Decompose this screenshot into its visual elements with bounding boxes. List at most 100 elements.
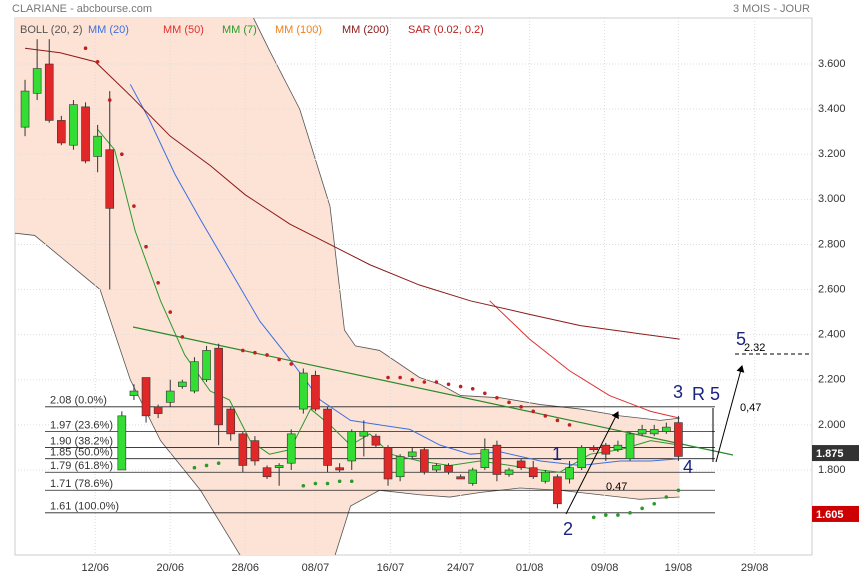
sar-dot [313,481,318,486]
candle-body [456,476,465,480]
legend-entry: MM (50) [163,24,204,36]
candle-body [553,476,562,505]
candle-body [226,408,236,435]
candle-body [407,451,417,457]
candle-body [613,444,623,450]
x-tick-label: 01/08 [516,562,544,574]
grid-layer: 1.800 2.000 2.200 2.400 2.600 2.800 3.000 3.200… [15,18,846,574]
sar-dot [495,396,499,400]
candle-body [262,467,272,478]
x-tick-label: 09/08 [591,562,619,574]
sar-dot [676,488,681,493]
candle-body [57,120,66,144]
candle-body [674,422,683,457]
fib-label: 1.61 (100.0%) [50,501,119,513]
fib-label: 1.71 (78.6%) [50,478,113,490]
candle-body [504,469,514,475]
sar-dot [410,377,415,382]
chart-title: CLARIANE - abcbourse.com [12,3,152,15]
candle-body [153,406,163,414]
legend-entry: MM (200) [342,24,389,36]
sar-dot [277,357,281,362]
sar-dot [507,400,511,405]
sar-dot [386,375,390,380]
candle-body [528,467,538,478]
fib-label: 1.90 (38.2%) [50,435,113,447]
candle-body [516,460,526,469]
y-tick-label: 3.200 [818,148,846,160]
sar-dot [265,353,269,357]
candle-body [541,471,550,482]
candle-body [480,449,490,469]
price-badge [812,505,859,522]
y-tick-label: 2.800 [818,238,846,250]
sar-dot [204,463,209,468]
sar-dot [446,382,451,387]
sar-dot [168,310,173,314]
sar-dot [555,418,560,423]
candle-body [649,429,659,435]
annotation: 2 [563,519,573,539]
candle-body [165,390,175,403]
y-tick-label: 3.600 [818,58,846,70]
sar-dot [531,409,536,414]
y-tick-label: 2.600 [818,283,846,295]
candle-body [323,408,332,466]
sar-dot [640,506,644,511]
sar-dot [144,244,148,249]
annotation: 5 [736,329,746,349]
legend-entry: BOLL (20, 2) [20,24,83,36]
sar-dot [349,479,354,484]
bollinger-upper [253,18,680,421]
sar-dot [301,483,306,488]
sar-dot [83,46,88,51]
candle-body [662,426,671,432]
legend-entry: MM (20) [88,24,129,36]
annotation: 0,47 [740,402,761,414]
bollinger-fill [15,18,680,555]
sar-dot [216,461,221,466]
legend-entry: MM (100) [275,24,322,36]
price-badge-label: 1.875 [816,448,844,460]
sar-dot [192,465,197,470]
sar-dot [616,513,620,517]
candle-body [202,350,211,381]
x-tick-label: 28/06 [231,562,259,574]
y-tick-label: 2.200 [818,374,846,386]
sar-dot [519,405,523,409]
sar-dot [470,386,475,391]
candle-body [299,372,308,410]
annotation: 1 [552,444,562,464]
candle-body [335,467,344,471]
sar-dot [458,384,463,389]
sar-dot [422,380,427,384]
candle-body [105,149,115,209]
sar-dot [132,204,136,208]
annotation: 2.32 [744,342,765,354]
sar-dot [337,479,342,484]
sar-dot [483,391,487,396]
candle-body [395,456,405,478]
price-badge-label: 1.605 [816,509,844,521]
x-tick-label: 08/07 [302,562,330,574]
candle-body [69,104,78,146]
arrow [715,365,745,463]
sar-dot [434,380,439,384]
sar-dot [180,335,185,339]
candle-body [359,431,369,437]
candle-body [637,429,647,435]
candle-body [420,449,429,473]
candle-body [250,440,260,462]
y-tick-label: 3.400 [818,103,846,115]
fib-label: 1.79 (61.8%) [50,460,113,472]
candle-body [577,447,586,469]
sar-dot [107,98,112,102]
sar-dot [253,350,257,355]
candle-body [468,469,478,484]
x-tick-label: 20/06 [156,562,184,574]
fib-label: 1.97 (23.6%) [50,420,113,432]
sar-dot [241,348,245,353]
candle-body [286,433,296,464]
sar-dot [628,511,632,515]
